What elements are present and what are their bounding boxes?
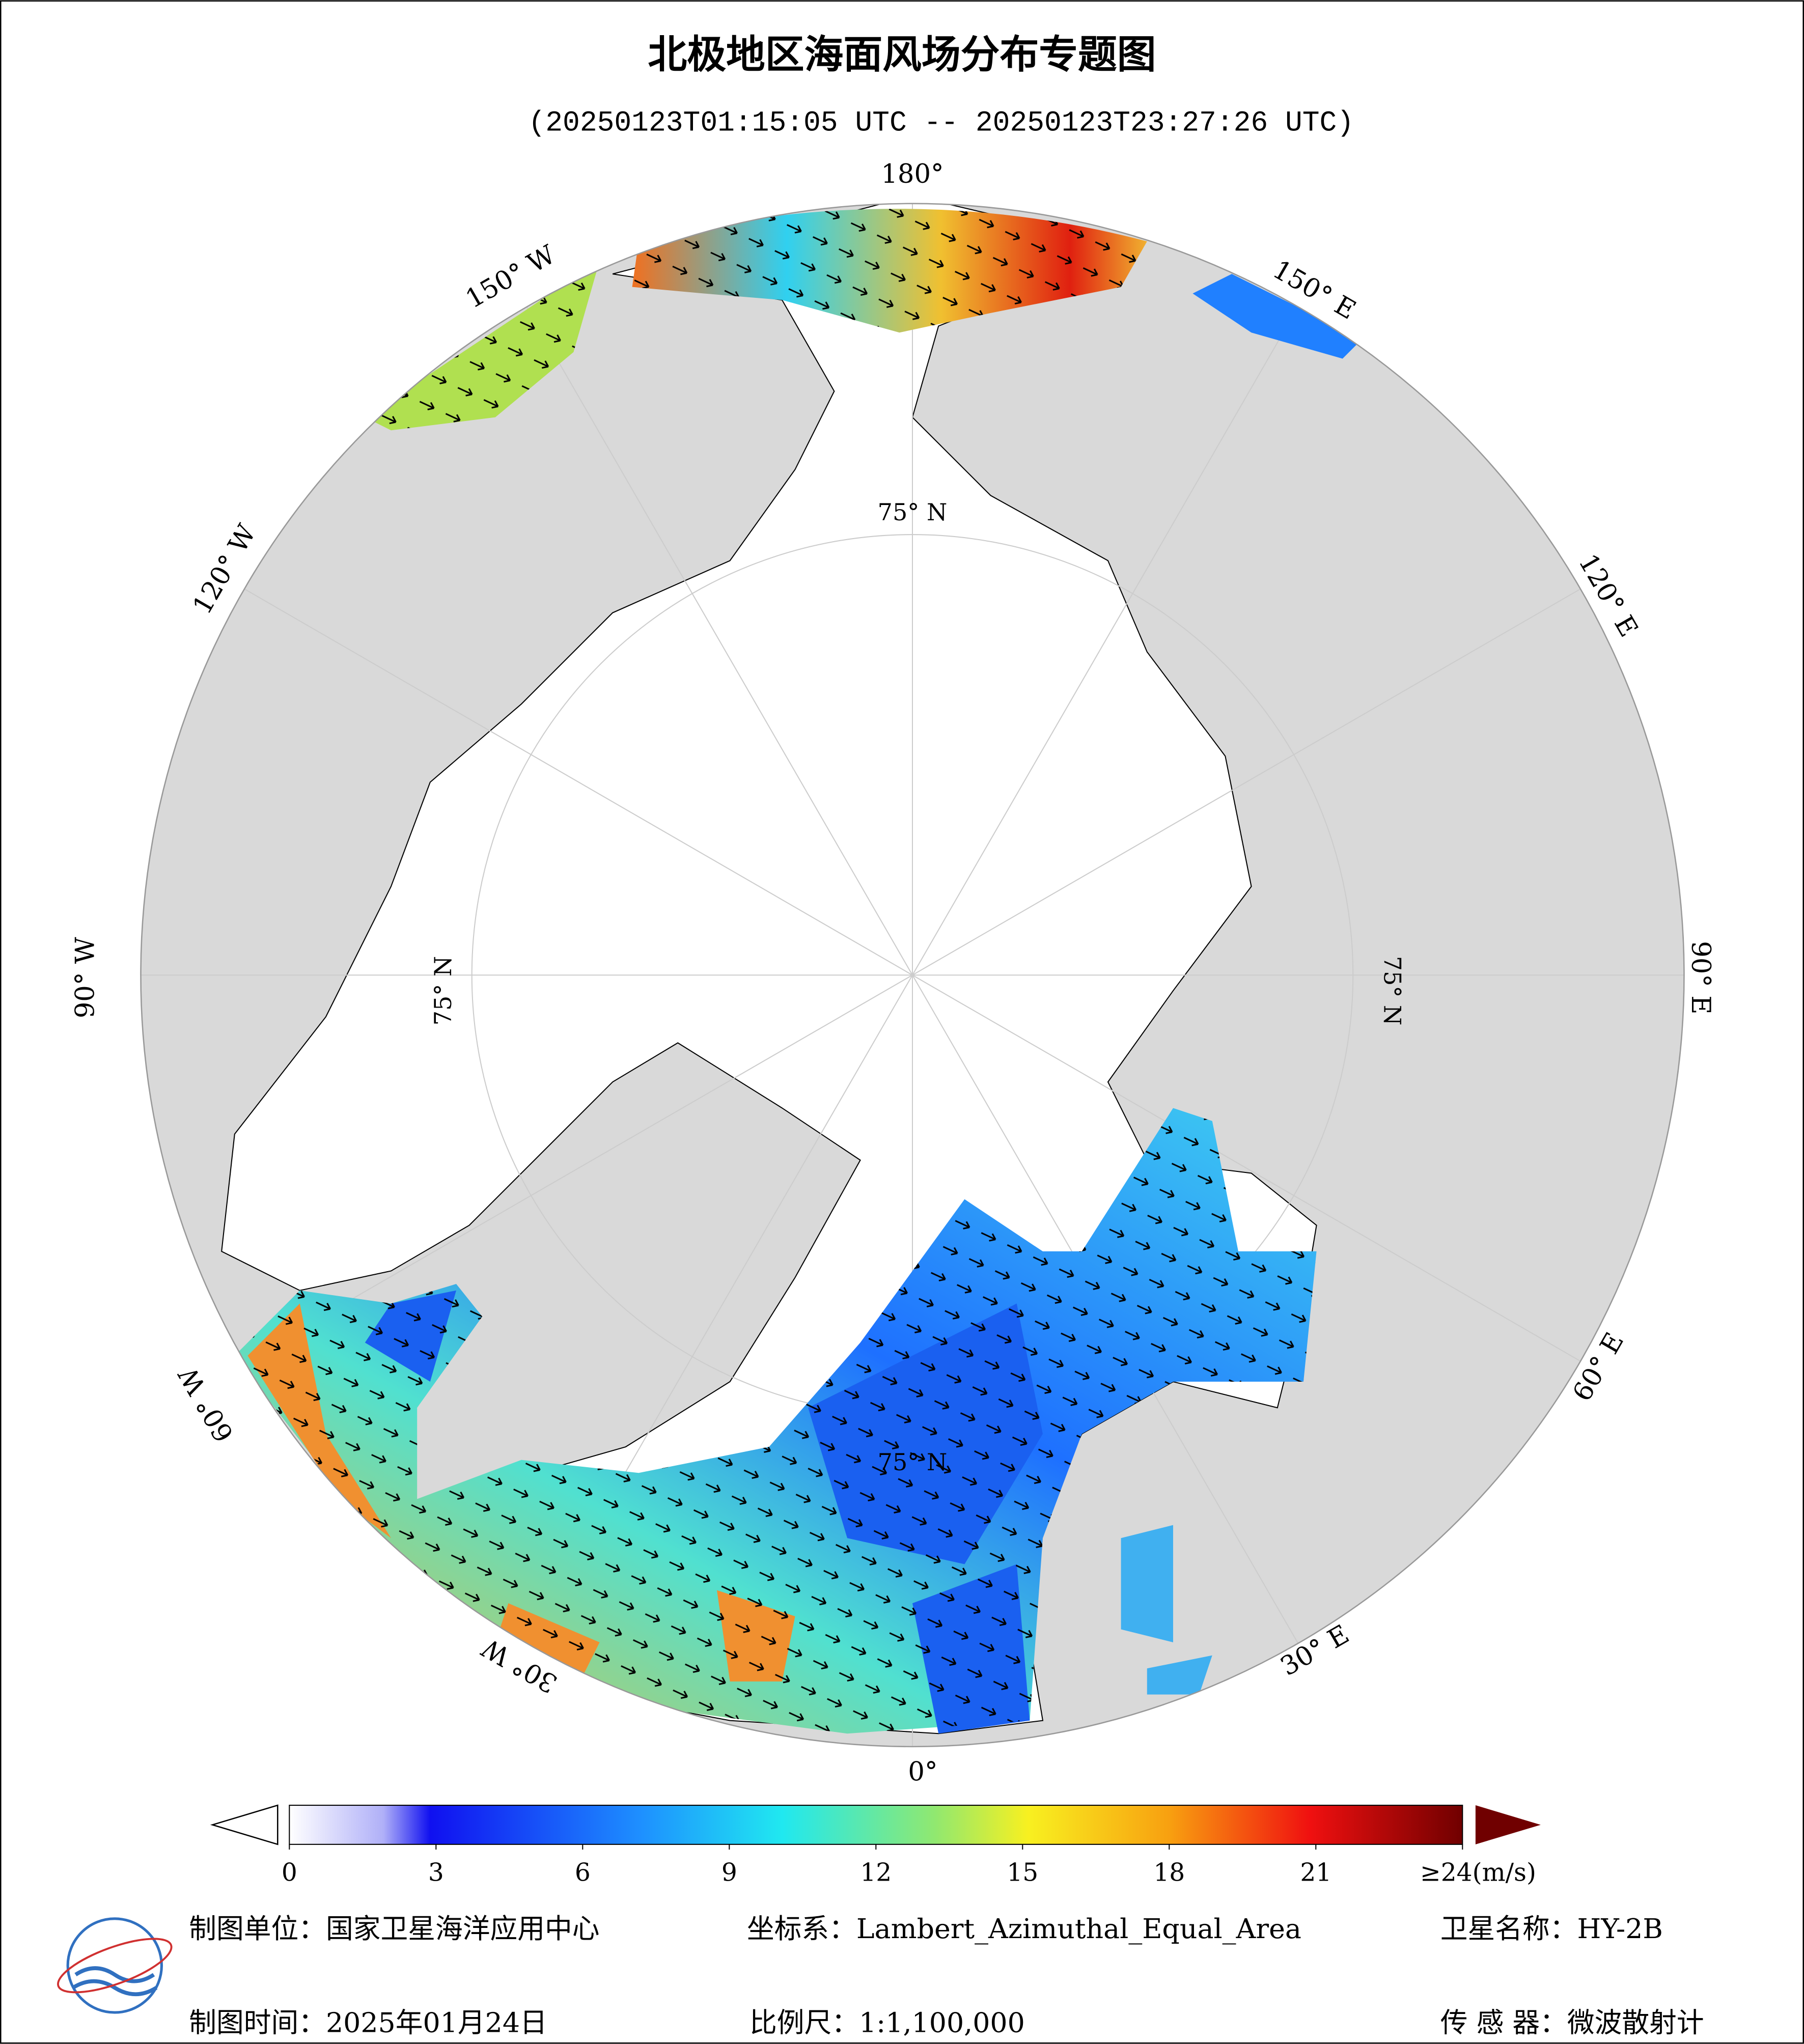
wind-swath <box>1121 1525 1212 1695</box>
wind-vectors <box>234 209 1317 1734</box>
parallel-label: 75° N <box>878 1448 948 1476</box>
colorbar-over <box>1475 1805 1541 1844</box>
logo <box>57 1917 173 2014</box>
title: 北极地区海面风场分布专题图 <box>648 32 1156 78</box>
wind-swath <box>1192 274 1363 359</box>
parallel-label: 75° N <box>1379 956 1406 1026</box>
map-area <box>141 203 1684 1747</box>
colorbar: 0 3 6 9 12 15 18 21 ≥24(m/s) <box>210 1804 1541 1887</box>
colorbar-tick-label: 6 <box>575 1859 591 1887</box>
meridian-label: 180° <box>881 159 943 189</box>
colorbar-tick-label: 15 <box>1007 1859 1038 1887</box>
meridian-label: 90° W <box>70 937 100 1018</box>
meridian-label: 0° <box>908 1756 937 1787</box>
footer-item: 传 感 器：微波散射计 <box>1440 2006 1704 2038</box>
colorbar-tick-label: 21 <box>1300 1859 1331 1887</box>
footer-item: 制图时间：2025年01月24日 <box>189 2006 547 2038</box>
footer-item: 制图单位：国家卫星海洋应用中心 <box>189 1913 599 1945</box>
colorbar-tick-label: 3 <box>428 1859 444 1887</box>
meridian-label: 90° E <box>1685 941 1716 1014</box>
footer-item: 坐标系：Lambert_Azimuthal_Equal_Area <box>747 1913 1301 1945</box>
parallel-labels: 75° N 75° N 75° N 75° N <box>429 498 1406 1476</box>
colorbar-tick-label: 0 <box>282 1859 297 1887</box>
colorbar-under <box>210 1804 279 1845</box>
colorbar-tick-label: 12 <box>860 1859 892 1887</box>
subtitle: (20250123T01:15:05 UTC -- 20250123T23:27… <box>528 106 1354 139</box>
footer-item: 卫星名称：HY-2B <box>1440 1913 1663 1945</box>
colorbar-tick-label: ≥24(m/s) <box>1420 1859 1536 1887</box>
colorbar-bar <box>289 1805 1463 1845</box>
footer: 制图单位：国家卫星海洋应用中心 坐标系：Lambert_Azimuthal_Eq… <box>189 1913 1704 2038</box>
parallel-label: 75° N <box>878 498 948 526</box>
parallel-label: 75° N <box>429 956 457 1026</box>
map-border <box>140 203 1685 1748</box>
colorbar-tick-label: 9 <box>721 1859 737 1887</box>
colorbar-tick-label: 18 <box>1153 1859 1185 1887</box>
footer-item: 比例尺：1:1,100,000 <box>750 2006 1025 2038</box>
